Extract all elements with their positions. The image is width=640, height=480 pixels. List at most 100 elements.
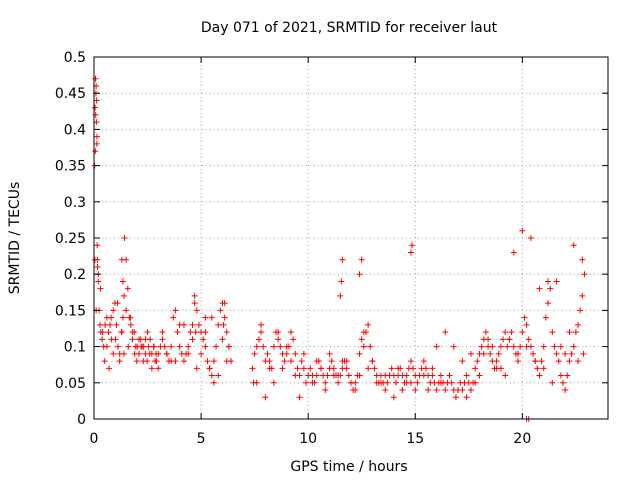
- data-point: [478, 343, 485, 350]
- data-point: [180, 358, 187, 365]
- data-point: [487, 350, 494, 357]
- data-point: [553, 350, 560, 357]
- data-point: [570, 242, 577, 249]
- data-point: [101, 358, 108, 365]
- data-point: [373, 379, 380, 386]
- data-point: [572, 329, 579, 336]
- data-point: [388, 365, 395, 372]
- data-point: [99, 336, 106, 343]
- data-point: [425, 387, 432, 394]
- data-point: [296, 394, 303, 401]
- data-point: [540, 343, 547, 350]
- data-point: [127, 321, 134, 328]
- data-point: [523, 321, 530, 328]
- data-point: [562, 387, 569, 394]
- data-point: [200, 336, 207, 343]
- data-point: [103, 343, 110, 350]
- data-point: [220, 321, 227, 328]
- data-point: [367, 343, 374, 350]
- data-point: [369, 358, 376, 365]
- data-point: [281, 358, 288, 365]
- data-point: [442, 387, 449, 394]
- data-point: [189, 321, 196, 328]
- data-point: [577, 307, 584, 314]
- data-point: [92, 148, 99, 155]
- data-point: [277, 343, 284, 350]
- data-point: [251, 350, 258, 357]
- data-point: [581, 271, 588, 278]
- data-point: [399, 387, 406, 394]
- data-point: [107, 321, 114, 328]
- data-point: [450, 343, 457, 350]
- data-point: [193, 307, 200, 314]
- data-point: [159, 329, 166, 336]
- data-point: [549, 379, 556, 386]
- data-point: [348, 379, 354, 386]
- data-point: [185, 343, 192, 350]
- data-point: [467, 350, 474, 357]
- data-point: [313, 372, 320, 379]
- y-tick-label: 0.35: [55, 159, 86, 175]
- data-point: [118, 329, 125, 336]
- data-point: [303, 379, 310, 386]
- data-point: [161, 343, 168, 350]
- data-point: [300, 350, 307, 357]
- data-point: [452, 394, 459, 401]
- data-point: [395, 365, 402, 372]
- data-point: [172, 307, 179, 314]
- data-point: [253, 379, 260, 386]
- data-point: [384, 379, 391, 386]
- data-point: [446, 372, 453, 379]
- data-point: [508, 329, 515, 336]
- data-point: [92, 104, 99, 111]
- data-point: [262, 394, 269, 401]
- data-point: [358, 336, 365, 343]
- data-point: [292, 372, 299, 379]
- data-point: [210, 379, 217, 386]
- data-point: [195, 321, 202, 328]
- data-point: [120, 350, 127, 357]
- data-point: [189, 336, 196, 343]
- data-point: [500, 336, 507, 343]
- data-point: [208, 314, 215, 321]
- data-point: [133, 358, 140, 365]
- data-point: [485, 336, 492, 343]
- data-point: [371, 365, 378, 372]
- data-points: [91, 75, 588, 422]
- data-point: [221, 300, 228, 307]
- data-point: [326, 350, 333, 357]
- data-point: [463, 394, 470, 401]
- data-point: [525, 336, 532, 343]
- x-tick-label: 10: [299, 431, 317, 447]
- data-point: [174, 329, 181, 336]
- data-point: [352, 387, 359, 394]
- data-point: [429, 365, 436, 372]
- data-point: [338, 278, 345, 285]
- data-point: [198, 350, 205, 357]
- data-point: [144, 329, 151, 336]
- data-point: [294, 365, 301, 372]
- data-point: [545, 278, 552, 285]
- data-point: [472, 365, 479, 372]
- data-point: [579, 292, 586, 299]
- data-point: [215, 372, 222, 379]
- data-point: [114, 300, 121, 307]
- data-point: [202, 314, 209, 321]
- data-point: [94, 242, 101, 249]
- data-point: [437, 379, 444, 386]
- data-point: [429, 372, 436, 379]
- data-point: [527, 235, 534, 241]
- data-point: [105, 365, 112, 372]
- data-point: [93, 133, 100, 140]
- data-point: [517, 343, 524, 350]
- data-point: [125, 343, 132, 350]
- data-point: [131, 350, 138, 357]
- data-point: [339, 358, 346, 365]
- data-point: [515, 350, 522, 357]
- data-point: [519, 329, 526, 336]
- x-tick-labels: 0 5 10 15 20: [90, 431, 532, 447]
- data-point: [560, 379, 567, 386]
- data-point: [309, 379, 316, 386]
- data-point: [523, 343, 530, 350]
